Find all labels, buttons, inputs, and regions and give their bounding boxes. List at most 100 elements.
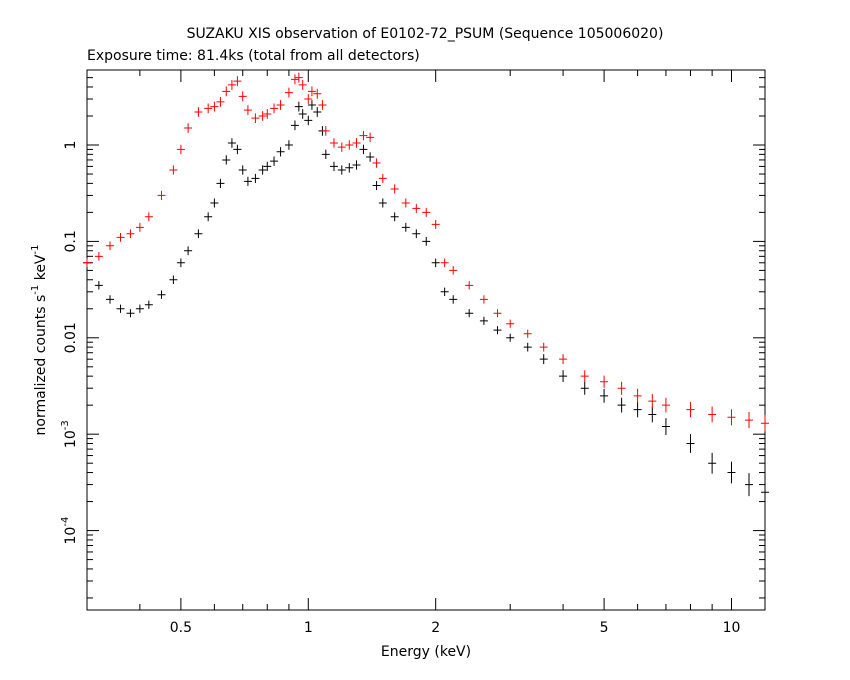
chart-title: SUZAKU XIS observation of E0102-72_PSUM …: [187, 26, 664, 42]
data-point: [580, 381, 589, 395]
data-point: [422, 237, 431, 246]
data-point: [345, 163, 354, 173]
data-point: [243, 176, 252, 186]
data-point: [258, 165, 267, 175]
data-point: [359, 130, 368, 141]
x-tick-label: 1: [304, 620, 313, 636]
data-point: [83, 258, 91, 268]
data-point: [600, 388, 609, 403]
y-axis-label-exp1: -1: [30, 285, 41, 295]
data-point: [412, 203, 421, 213]
data-point: [169, 165, 178, 175]
data-point: [761, 480, 769, 505]
data-point: [222, 155, 231, 165]
y-tick-label-exp: -3: [60, 420, 71, 430]
data-point: [176, 258, 185, 268]
data-point: [284, 140, 293, 150]
x-tick-label: 10: [723, 620, 741, 636]
data-point: [686, 401, 695, 418]
data-point: [329, 161, 338, 172]
data-point: [298, 109, 307, 119]
data-point: [761, 414, 769, 432]
y-tick-label-base: 0.1: [63, 230, 79, 252]
data-point: [307, 100, 316, 110]
data-point: [94, 281, 103, 290]
y-tick-label: 0.01: [63, 322, 79, 353]
data-point: [276, 147, 285, 157]
data-point: [345, 140, 354, 150]
data-point: [184, 123, 193, 133]
data-point: [169, 275, 178, 284]
data-point: [233, 76, 242, 87]
plot-frame: [86, 69, 766, 611]
data-point: [493, 309, 502, 318]
data-point: [313, 88, 322, 99]
data-point: [580, 370, 589, 383]
y-tick-label: 0.1: [63, 230, 79, 252]
data-point: [227, 79, 236, 90]
data-point: [359, 144, 368, 155]
data-point: [329, 138, 338, 148]
data-point: [294, 101, 303, 112]
data-point: [116, 304, 125, 313]
data-point: [106, 241, 115, 251]
x-tick-label: 5: [600, 620, 609, 636]
data-point: [539, 354, 548, 365]
data-point: [633, 388, 642, 403]
data-point: [440, 258, 449, 268]
data-point: [352, 138, 361, 148]
data-point: [412, 229, 421, 239]
data-point: [390, 184, 399, 194]
data-point: [337, 142, 346, 152]
data-point: [633, 401, 642, 418]
data-point: [313, 107, 322, 117]
data-point: [157, 290, 166, 299]
y-tick-label-base: 1: [63, 141, 79, 150]
data-point: [294, 72, 303, 83]
data-point: [372, 180, 381, 191]
data-point: [304, 94, 313, 104]
data-point: [617, 381, 626, 395]
data-point: [745, 473, 754, 497]
data-point: [321, 149, 330, 160]
data-point: [600, 375, 609, 388]
data-point: [144, 212, 153, 222]
data-point: [539, 342, 548, 352]
data-point: [661, 418, 670, 436]
data-point: [401, 198, 410, 208]
data-point: [390, 212, 399, 222]
series-1: [83, 72, 769, 432]
data-point: [321, 126, 330, 136]
data-point: [708, 452, 717, 474]
data-point: [465, 309, 474, 318]
data-point: [559, 354, 568, 365]
data-point: [251, 113, 260, 123]
y-tick-label: 10-3: [60, 420, 79, 448]
data-point: [307, 86, 316, 97]
data-point: [366, 132, 375, 143]
data-point: [263, 161, 272, 172]
y-tick-label: 10-4: [60, 517, 79, 545]
data-point: [94, 252, 103, 261]
data-point: [422, 207, 431, 217]
data-point: [144, 300, 153, 309]
data-point: [216, 97, 225, 107]
x-axis-label: Energy (keV): [381, 644, 471, 660]
data-point: [559, 370, 568, 383]
data-point: [449, 266, 458, 275]
data-point: [506, 319, 515, 328]
y-axis-label-exp2: -1: [30, 245, 41, 255]
data-point: [617, 397, 626, 413]
data-point: [222, 86, 231, 97]
data-series: [83, 72, 769, 505]
data-point: [258, 111, 267, 121]
data-point: [194, 107, 203, 117]
data-point: [116, 233, 125, 242]
data-point: [465, 281, 474, 290]
data-point: [727, 409, 736, 426]
data-point: [523, 329, 532, 338]
data-point: [352, 160, 361, 170]
data-point: [366, 152, 375, 162]
